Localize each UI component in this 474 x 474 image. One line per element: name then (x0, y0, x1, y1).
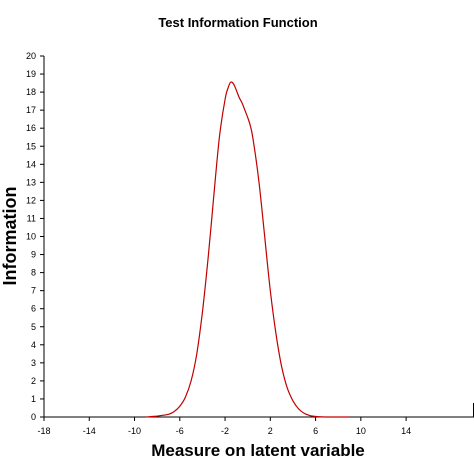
y-tick-label: 7 (31, 286, 36, 296)
y-axis-label: Information (0, 187, 20, 286)
x-axis-label: Measure on latent variable (151, 441, 365, 460)
series-layer (145, 81, 350, 418)
y-tick-label: 20 (26, 51, 36, 61)
y-tick-label: 5 (31, 322, 36, 332)
y-tick-label: 8 (31, 268, 36, 278)
y-tick-label: 11 (27, 213, 36, 223)
y-tick-label: 15 (26, 141, 36, 151)
y-tick-label: 6 (31, 304, 36, 314)
y-tick-label: 13 (26, 177, 36, 187)
y-tick-label: 0 (31, 412, 36, 422)
x-tick-label: 10 (356, 426, 366, 436)
x-tick-label: 6 (313, 426, 318, 436)
x-axis: -18 -14 -10 -6 -2 2 6 10 14 (37, 417, 411, 436)
y-tick-label: 2 (31, 376, 36, 386)
x-tick-label: -18 (37, 426, 50, 436)
x-tick-label: -2 (221, 426, 229, 436)
chart-title: Test Information Function (158, 15, 317, 30)
plot-area (43, 56, 474, 418)
x-tick-label: -14 (83, 426, 96, 436)
y-tick-label: 14 (26, 159, 36, 169)
y-tick-label: 18 (26, 87, 36, 97)
x-tick-label: 2 (268, 426, 273, 436)
y-tick-label: 17 (26, 105, 36, 115)
series-line-0 (145, 81, 350, 418)
y-tick-label: 4 (31, 340, 36, 350)
x-tick-label: -6 (176, 426, 184, 436)
y-tick-label: 1 (31, 394, 36, 404)
y-tick-label: 3 (31, 358, 36, 368)
x-tick-label: -10 (128, 426, 141, 436)
x-tick-label: 14 (401, 426, 411, 436)
y-tick-label: 16 (26, 123, 36, 133)
y-tick-label: 12 (26, 195, 36, 205)
y-tick-label: 10 (26, 232, 36, 242)
y-tick-label: 9 (31, 250, 36, 260)
y-tick-label: 19 (26, 69, 36, 79)
